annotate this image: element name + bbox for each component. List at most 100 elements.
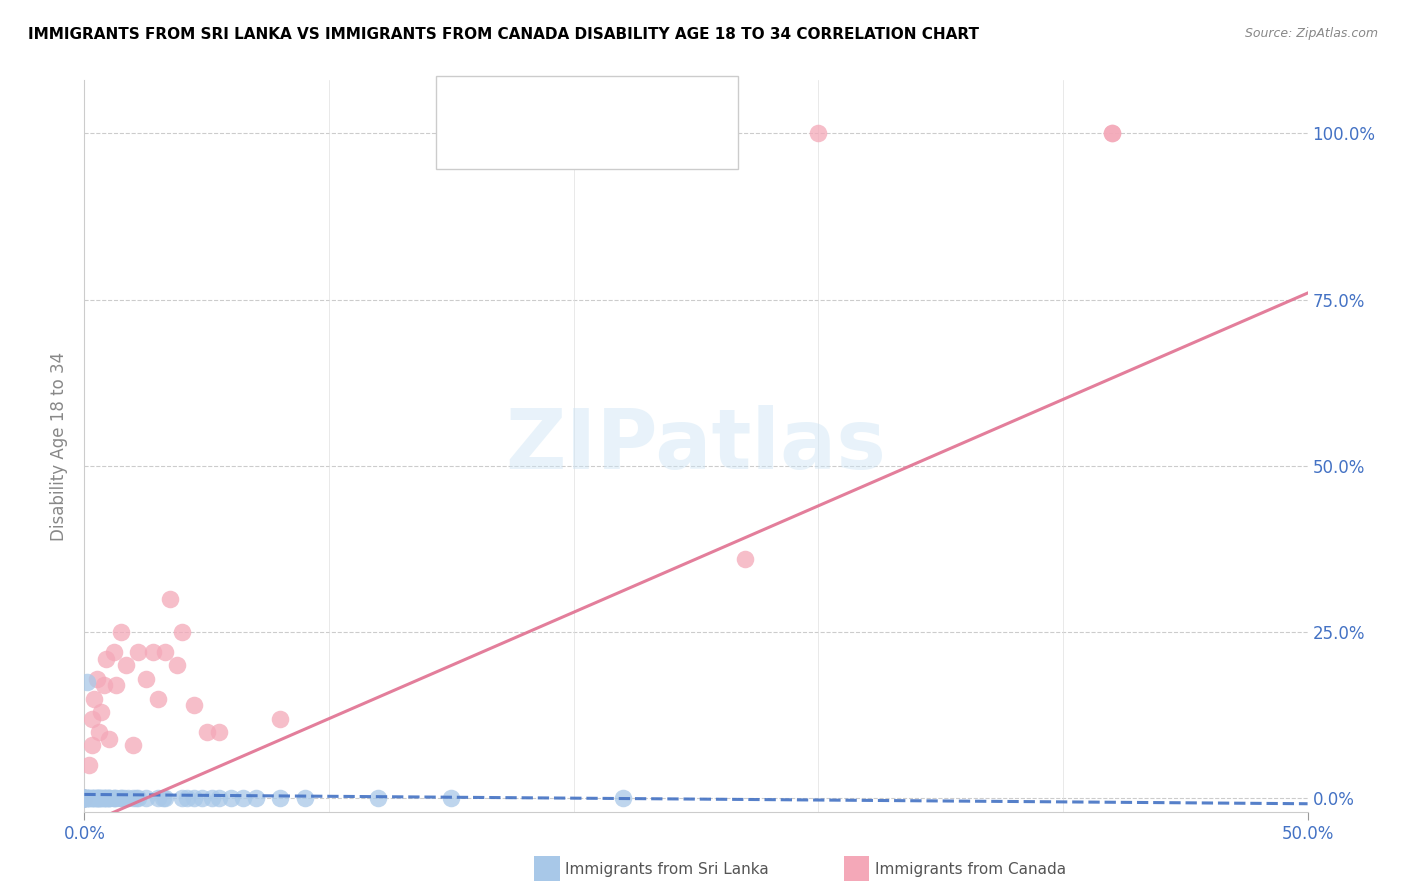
Text: Source: ZipAtlas.com: Source: ZipAtlas.com [1244,27,1378,40]
Point [195,725,218,739]
Point [152,791,174,805]
Text: 61: 61 [595,95,616,113]
Point [105,678,128,692]
Point [122,738,145,752]
Point [153,645,176,659]
Point [103,645,125,659]
Point [294,791,316,805]
Point [112,791,135,805]
Point [125,791,148,805]
Point [117,791,139,805]
Point [86,672,108,686]
Point [77,758,100,772]
Point [80,791,103,805]
Point [73,791,96,805]
Point [97,791,120,805]
Point [73,791,96,805]
Point [110,791,132,805]
Point [159,591,181,606]
Text: Immigrants from Canada: Immigrants from Canada [875,863,1066,877]
Point [93,791,115,805]
Point [208,725,231,739]
Point [440,791,463,805]
Point [245,791,267,805]
Point [142,645,165,659]
Point [1101,127,1123,141]
Point [73,791,96,805]
Point [73,791,96,805]
Point [103,791,125,805]
Y-axis label: Disability Age 18 to 34: Disability Age 18 to 34 [51,351,69,541]
Point [90,791,112,805]
Text: 35: 35 [595,132,616,151]
Point [93,678,115,692]
Point [86,791,108,805]
Point [96,652,118,666]
Point [97,791,120,805]
Point [734,552,756,566]
Point [80,791,103,805]
Point [73,791,96,805]
Text: 0.682: 0.682 [516,132,568,151]
Point [807,127,830,141]
Point [153,791,176,805]
Point [86,791,108,805]
Point [146,691,169,706]
Text: ZIPatlas: ZIPatlas [506,406,886,486]
Text: N =: N = [561,132,609,151]
Point [127,645,149,659]
Point [172,791,194,805]
Point [232,791,254,805]
Point [87,725,110,739]
Point [93,791,115,805]
Point [77,791,100,805]
Point [83,691,105,706]
Point [97,731,120,746]
Point [612,791,634,805]
Point [73,791,96,805]
Point [269,791,291,805]
Point [110,625,132,640]
Point [191,791,214,805]
Point [73,791,96,805]
Point [86,791,108,805]
Point [176,791,198,805]
Point [73,791,96,805]
Point [103,791,125,805]
Point [76,791,98,805]
Point [96,791,118,805]
Point [208,791,231,805]
Point [110,791,132,805]
Point [87,791,110,805]
Point [183,698,205,713]
Point [200,791,222,805]
Point [127,791,149,805]
Point [135,791,157,805]
Point [73,791,96,805]
Point [83,791,105,805]
Point [166,658,188,673]
Point [90,791,112,805]
Text: R =: R = [491,132,527,151]
Point [73,791,96,805]
Point [219,791,242,805]
Point [115,658,138,673]
Point [73,791,96,805]
Point [96,791,118,805]
Text: Immigrants from Sri Lanka: Immigrants from Sri Lanka [565,863,769,877]
Point [80,738,103,752]
Point [76,791,98,805]
Point [90,705,112,719]
Point [146,791,169,805]
Point [172,625,194,640]
Point [1101,127,1123,141]
Point [83,791,105,805]
Point [77,791,100,805]
Point [269,712,291,726]
Text: IMMIGRANTS FROM SRI LANKA VS IMMIGRANTS FROM CANADA DISABILITY AGE 18 TO 34 CORR: IMMIGRANTS FROM SRI LANKA VS IMMIGRANTS … [28,27,979,42]
Point [135,672,157,686]
Point [87,791,110,805]
Point [122,791,145,805]
Point [76,675,98,690]
Point [367,791,389,805]
